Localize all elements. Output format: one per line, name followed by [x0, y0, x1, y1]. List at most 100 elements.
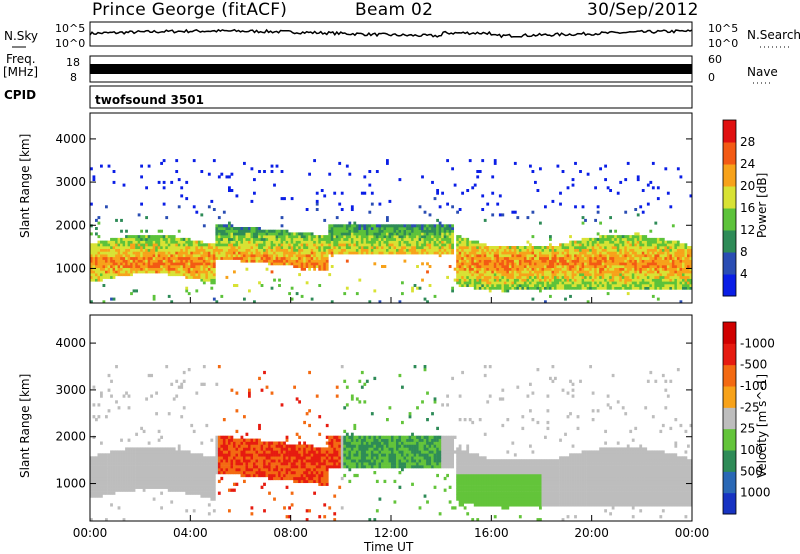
power-cell — [531, 275, 535, 279]
power-cell — [416, 240, 419, 244]
power-cell — [368, 300, 372, 304]
power-cell — [596, 205, 600, 209]
power-cell — [646, 278, 650, 282]
power-cell — [458, 256, 462, 260]
power-cell — [674, 248, 678, 252]
power-cell — [476, 278, 480, 282]
power-cell — [197, 254, 201, 258]
velocity-cell — [182, 450, 186, 454]
power-cell — [523, 267, 527, 271]
velocity-cell — [192, 485, 196, 489]
velocity-cell — [220, 444, 224, 448]
power-cell — [491, 273, 495, 277]
power-cell — [140, 262, 144, 266]
power-cell — [238, 237, 241, 241]
power-cell — [132, 246, 136, 250]
power-cell — [529, 254, 532, 258]
velocity-cell — [107, 388, 111, 392]
power-cell — [190, 251, 194, 255]
power-cell — [315, 208, 319, 212]
power-cell — [426, 248, 429, 252]
power-cell — [441, 191, 445, 195]
velocity-cell — [182, 468, 186, 472]
power-cell — [536, 286, 540, 290]
power-cell — [534, 180, 537, 184]
power-cell — [142, 254, 146, 258]
power-cell — [170, 248, 174, 252]
power-cell — [273, 256, 276, 260]
power-cell — [290, 243, 294, 247]
power-cell — [481, 248, 485, 252]
velocity-cell — [130, 473, 133, 478]
velocity-cell — [238, 453, 241, 457]
power-cell — [273, 243, 276, 247]
velocity-cell — [245, 462, 249, 466]
power-cell — [589, 267, 593, 271]
power-cell — [594, 218, 598, 222]
velocity-cell — [157, 465, 161, 469]
power-cell — [383, 240, 387, 244]
power-cell — [649, 275, 653, 279]
power-cell — [340, 229, 344, 233]
power-cell — [112, 170, 116, 174]
power-cell — [636, 281, 640, 285]
velocity-cell — [132, 479, 136, 484]
power-cell — [112, 259, 116, 263]
power-cell — [378, 232, 382, 236]
velocity-cell — [228, 435, 231, 439]
velocity-cell — [110, 394, 113, 398]
power-cell — [290, 251, 294, 255]
power-cell — [604, 262, 608, 266]
power-cell — [476, 286, 480, 290]
power-cell — [669, 256, 673, 260]
power-cell — [661, 278, 665, 282]
power-cell — [591, 273, 595, 277]
power-cell — [418, 251, 422, 255]
power-cell — [646, 237, 650, 241]
power-cell — [551, 275, 555, 279]
power-cell — [328, 246, 332, 250]
power-cell — [283, 256, 286, 260]
power-cell — [275, 235, 279, 239]
power-cell — [634, 284, 638, 288]
power-cell — [310, 297, 314, 301]
power-cell — [295, 251, 299, 255]
power-cell — [187, 256, 191, 260]
velocity-cell — [180, 450, 184, 454]
velocity-cell — [235, 441, 239, 445]
power-cell — [145, 216, 149, 220]
velocity-cell — [152, 471, 156, 475]
power-cell — [481, 286, 485, 290]
power-cell — [634, 267, 638, 271]
velocity-cell — [217, 491, 221, 495]
power-cell — [348, 251, 352, 255]
power-cell — [360, 227, 364, 231]
power-cell — [270, 237, 274, 241]
power-cell — [230, 246, 234, 250]
power-cell — [636, 235, 640, 239]
power-cell — [436, 235, 440, 239]
power-cell — [97, 243, 101, 247]
power-cell — [631, 254, 635, 258]
power-cell — [383, 227, 387, 231]
velocity-cell — [220, 465, 224, 469]
power-cell — [561, 265, 565, 269]
velocity-cell — [205, 462, 209, 466]
power-cell — [534, 281, 537, 285]
power-cell — [491, 254, 495, 258]
velocity-cell — [210, 491, 214, 495]
power-cell — [235, 246, 239, 250]
power-cell — [596, 210, 600, 214]
power-cell — [150, 251, 154, 255]
power-cell — [574, 248, 577, 252]
power-cell — [285, 248, 289, 252]
power-cell — [461, 265, 465, 269]
power-cell — [180, 186, 184, 190]
power-cell — [162, 256, 166, 260]
velocity-cell — [228, 509, 231, 513]
power-cell — [375, 232, 379, 236]
velocity-cell — [120, 485, 123, 489]
power-cell — [353, 237, 357, 241]
velocity-cell — [140, 459, 144, 463]
power-cell — [398, 229, 402, 233]
